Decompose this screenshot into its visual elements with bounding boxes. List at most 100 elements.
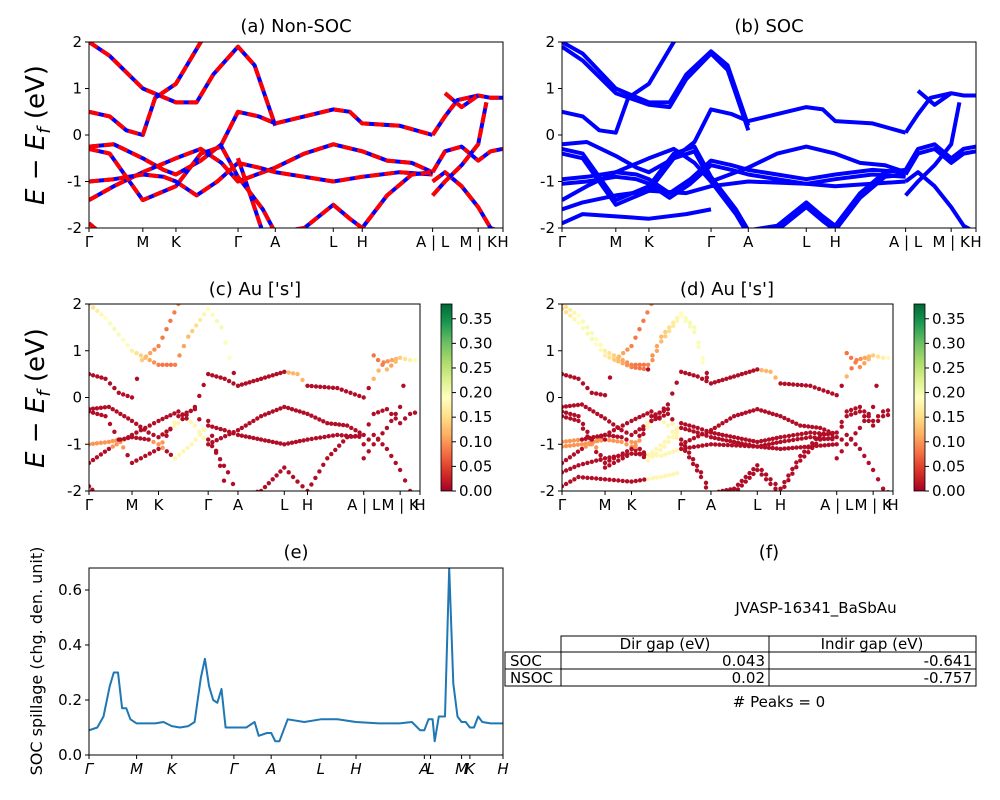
projection-dot [580, 461, 586, 467]
projection-dot [168, 427, 173, 432]
projection-dot [255, 416, 260, 421]
x-tick-label: A | L [416, 233, 450, 251]
projection-dot [407, 488, 413, 491]
projection-dot [563, 410, 569, 415]
projection-dot [402, 356, 408, 362]
projection-dot [258, 437, 264, 442]
projection-dot [802, 423, 807, 429]
projection-dot [721, 442, 726, 448]
projection-dot [834, 456, 839, 461]
projection-dot [612, 357, 618, 363]
projection-dot [691, 424, 696, 429]
projection-dot [870, 418, 876, 424]
projection-dot [866, 357, 871, 362]
projection-dot [712, 425, 717, 431]
projection-dot [607, 375, 613, 380]
projection-dot [214, 374, 219, 379]
projection-dot [134, 350, 139, 356]
projection-dot [214, 425, 219, 431]
projection-dot [357, 393, 362, 399]
y-tick-label: -2 [540, 482, 555, 500]
projection-dot [94, 406, 100, 411]
projection-dot [598, 453, 603, 458]
projection-dot [168, 452, 174, 457]
y-tick-label: 1 [545, 342, 555, 360]
projection-dot [649, 414, 654, 419]
projection-dot [857, 404, 863, 410]
projection-dot [670, 417, 675, 422]
projection-dot [708, 442, 714, 447]
projection-dot [814, 436, 819, 442]
projection-dot [221, 463, 227, 468]
projection-dot [885, 412, 891, 418]
projection-dot [333, 447, 338, 453]
projection-dot [563, 304, 569, 310]
colorbar-tick-label: 0.35 [459, 310, 492, 328]
projection-dot [687, 423, 692, 428]
projection-dot [164, 414, 169, 420]
x-tick-label: M | K [381, 496, 420, 514]
projection-dot [818, 432, 823, 438]
projection-dot [313, 415, 318, 420]
projection-dot [594, 342, 599, 347]
projection-dot [862, 361, 867, 366]
band-soc-line [904, 102, 962, 197]
projection-dot [326, 385, 331, 390]
projection-dot [206, 423, 211, 428]
projection-dot [572, 317, 577, 322]
projection-dot [703, 480, 709, 485]
projection-dot [375, 410, 381, 415]
projection-dot [580, 319, 586, 324]
projection-dot [731, 374, 737, 379]
projection-dot [562, 404, 565, 410]
projection-dot [290, 474, 296, 480]
projection-dot [611, 428, 617, 433]
projection-dot [713, 442, 718, 447]
projection-dot [129, 460, 135, 466]
projection-dot [206, 437, 211, 442]
projection-dot [708, 430, 714, 435]
projection-dot [176, 414, 181, 419]
projection-dot [274, 371, 279, 377]
projection-dot [696, 444, 701, 449]
projection-dot [99, 375, 104, 380]
projection-dot [611, 353, 617, 358]
projection-dot [121, 445, 126, 450]
projection-dot [696, 345, 701, 350]
projection-dot [107, 321, 113, 326]
projection-dot [251, 418, 256, 424]
projection-dot [322, 434, 327, 440]
projection-dot [778, 381, 783, 386]
projection-dot [750, 444, 756, 449]
projection-dot [176, 304, 181, 307]
projection-dot [156, 418, 161, 424]
projection-dot [751, 408, 756, 413]
projection-dot [704, 378, 709, 384]
projection-dot [361, 432, 366, 438]
projection-dot [857, 446, 863, 452]
projection-dot [687, 324, 693, 329]
projection-dot [168, 362, 174, 367]
projection-dot [270, 477, 275, 482]
projection-dot [568, 374, 573, 379]
projection-dot [670, 391, 675, 396]
projection-dot [353, 428, 358, 433]
projection-dot [255, 436, 260, 441]
projection-dot [704, 433, 709, 438]
projection-dot [834, 435, 839, 440]
projection-dot [642, 452, 647, 457]
band-soc-line [562, 42, 751, 127]
projection-dot [380, 408, 385, 413]
band-nonsoc-line [443, 91, 480, 110]
projection-dot [766, 445, 772, 450]
projection-dot [94, 455, 100, 460]
projection-dot [563, 443, 569, 449]
projection-dot [812, 430, 817, 436]
projection-dot [818, 437, 823, 442]
projection-dot [95, 374, 100, 379]
projection-dot [808, 435, 813, 440]
x-tick-label: Γ [85, 496, 94, 514]
projection-dot [663, 329, 668, 335]
projection-dot [720, 437, 725, 442]
projection-dot [562, 304, 565, 307]
